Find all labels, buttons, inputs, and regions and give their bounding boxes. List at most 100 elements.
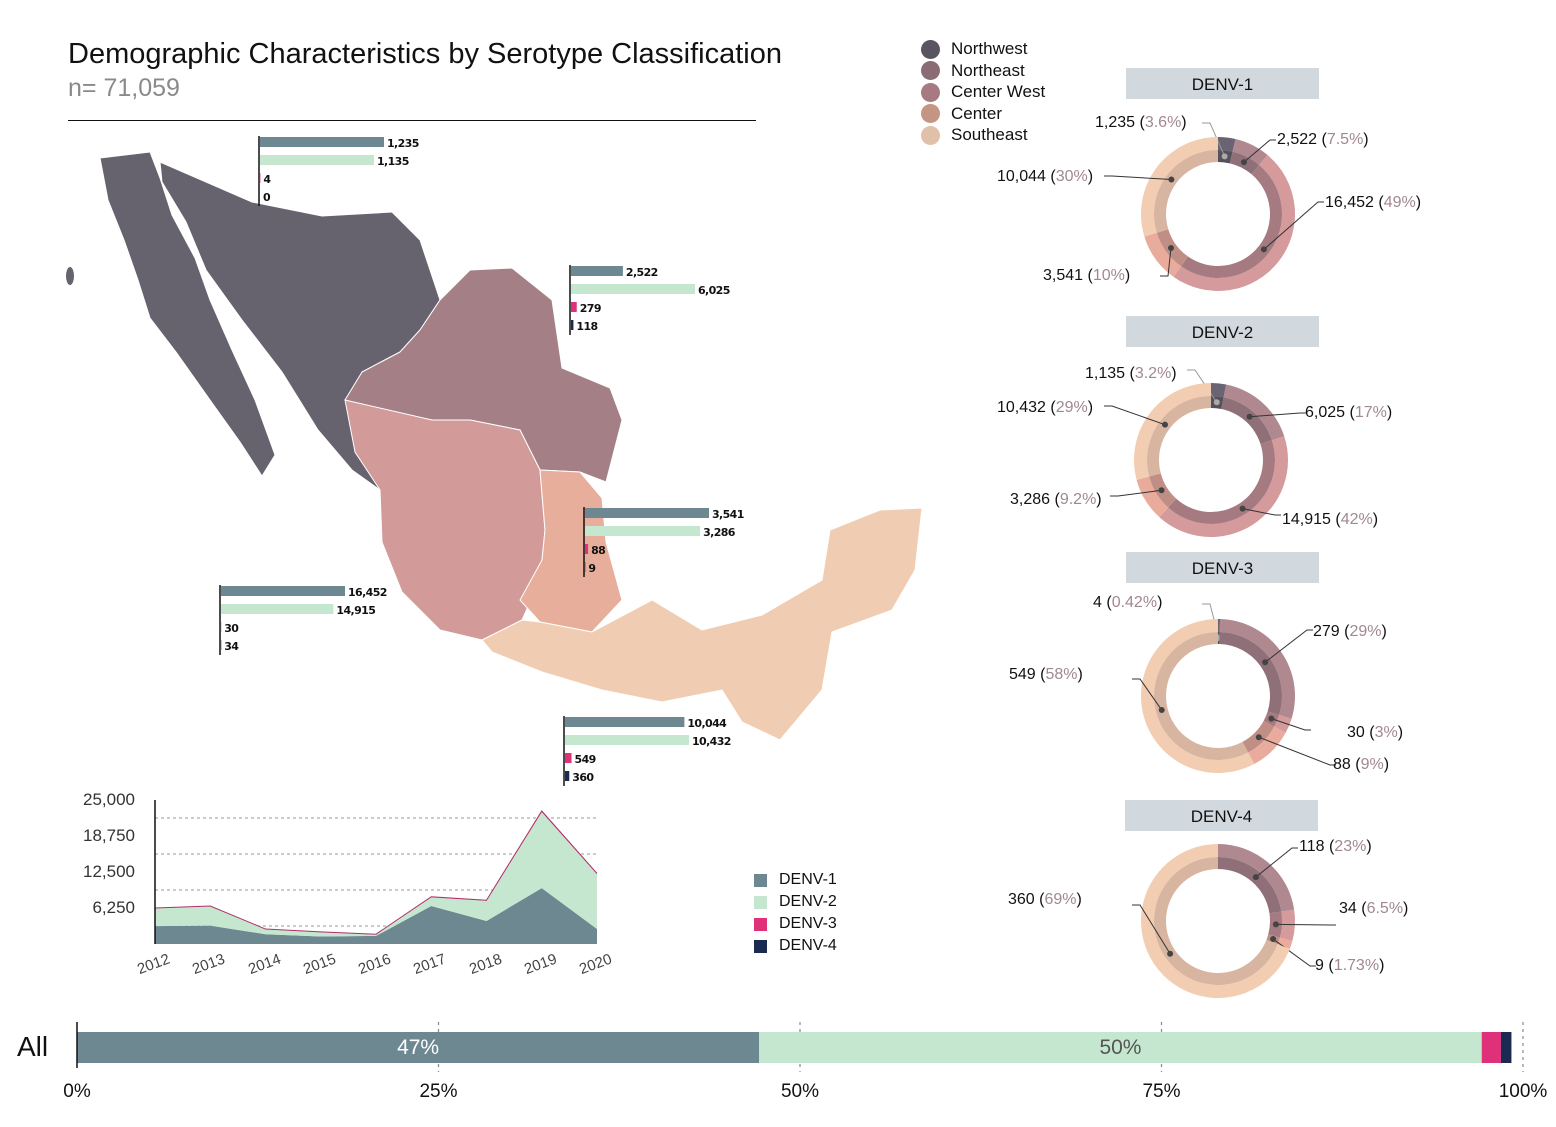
- region-bar: [585, 508, 709, 518]
- all-bar-denv-3: [1481, 1032, 1501, 1063]
- slice-percent: 9%: [1360, 756, 1384, 773]
- mexico-map: [66, 151, 923, 741]
- slice-percent: 49%: [1383, 194, 1416, 211]
- donut-slice-inner: [1168, 440, 1275, 524]
- donut-label: 2,522 (7.5%): [1277, 131, 1369, 148]
- region-bar: [585, 526, 701, 536]
- legend-swatch: [921, 104, 940, 123]
- leader-line: [1110, 489, 1162, 497]
- donut-slice-inner: [1154, 150, 1218, 233]
- all-bar-denv-4: [1500, 1032, 1512, 1063]
- donut-label: 10,432 (29%): [997, 399, 1094, 416]
- legend-swatch: [754, 939, 767, 953]
- slice-value: 3,286: [1010, 491, 1051, 508]
- slice-percent: 23%: [1334, 838, 1367, 855]
- legend-swatch: [754, 917, 767, 931]
- title-divider: [68, 120, 756, 121]
- legend-label: Center West: [951, 82, 1046, 101]
- legend-label: Northwest: [951, 39, 1028, 58]
- donut-label: 34 (6.5%): [1339, 900, 1409, 917]
- donut-label: 360 (69%): [1008, 891, 1082, 908]
- legend-swatch: [921, 61, 940, 80]
- legend-item-southeast: Southeast: [921, 125, 1028, 145]
- leader-line: [1249, 412, 1306, 418]
- donut-slice-outer: [1140, 619, 1255, 774]
- slice-dot: [1246, 413, 1253, 420]
- donut-label: 30 (3%): [1347, 724, 1404, 741]
- legend-item-denv-4: DENV-4: [754, 937, 837, 955]
- donut-slice-outer: [1136, 476, 1169, 518]
- donut-slice-outer: [1218, 619, 1221, 633]
- donut-slice-outer: [1274, 714, 1292, 733]
- slice-percent: 7.5%: [1326, 131, 1364, 148]
- slice-percent: 17%: [1354, 404, 1387, 421]
- legend-label: Center: [951, 103, 1003, 123]
- leader-line: [1132, 678, 1163, 711]
- legend-item-denv-1: DENV-1: [754, 871, 837, 889]
- slice-percent: 6.5%: [1366, 900, 1404, 917]
- region-bar: [260, 137, 384, 147]
- slice-value: 360: [1008, 891, 1035, 908]
- donut-slice-inner: [1147, 396, 1211, 477]
- slice-percent: 30%: [1055, 168, 1088, 185]
- region-bar: [571, 320, 574, 330]
- map-region-northwest: [99, 151, 276, 477]
- legend-label: DENV-3: [779, 915, 837, 932]
- region-bar-label: 30: [224, 622, 239, 635]
- slice-dot: [1167, 244, 1174, 251]
- region-bar: [221, 604, 334, 614]
- donut-slice-outer: [1218, 137, 1236, 152]
- region-bar: [565, 771, 570, 781]
- slice-percent: 58%: [1045, 666, 1078, 683]
- slice-dot: [1158, 487, 1165, 494]
- donut-slice-outer: [1218, 844, 1295, 912]
- donut-slice-inner: [1181, 164, 1282, 278]
- region-bar: [260, 155, 374, 165]
- slice-value: 2,522: [1277, 131, 1318, 148]
- region-bar-label: 1,235: [387, 137, 419, 150]
- donut-title-denv-4: DENV-4: [1125, 800, 1318, 831]
- donut-title-denv-3: DENV-3: [1126, 552, 1319, 583]
- legend-swatch: [921, 125, 940, 145]
- slice-dot: [1221, 153, 1228, 160]
- sample-size: n= 71,059: [68, 74, 180, 102]
- donut-slice-outer: [1211, 383, 1227, 398]
- donut-slice-outer: [1232, 139, 1268, 165]
- slice-value: 10,044: [997, 168, 1046, 185]
- region-bar-label: 3,286: [703, 526, 736, 539]
- region-bar-label: 3,541: [712, 508, 744, 521]
- donut-label: 4 (0.42%): [1093, 594, 1163, 611]
- slice-percent: 10%: [1092, 267, 1125, 284]
- slice-percent: 3.6%: [1144, 114, 1182, 131]
- slice-percent: 0.42%: [1111, 594, 1158, 611]
- all-bar-category: All: [17, 1031, 49, 1062]
- region-bar: [565, 717, 685, 727]
- slice-percent: 1.73%: [1333, 957, 1380, 974]
- legend-label: DENV-1: [779, 871, 837, 888]
- slice-dot: [1168, 176, 1175, 183]
- region-bar: [565, 753, 572, 763]
- legend-item-center: Center: [921, 104, 1002, 124]
- leader-line: [1104, 175, 1172, 180]
- slice-value: 14,915: [1282, 511, 1331, 528]
- map-region-southeast: [481, 507, 923, 741]
- donut-slice-outer: [1133, 382, 1211, 480]
- slice-percent: 3%: [1374, 724, 1398, 741]
- donut-label: 9 (1.73%): [1315, 957, 1385, 974]
- donut-slice-outer: [1277, 937, 1293, 949]
- donut-label: 549 (58%): [1009, 666, 1083, 683]
- region-bar-label: 1,135: [377, 155, 409, 168]
- legend-item-denv-3: DENV-3: [754, 915, 837, 933]
- legend-item-northeast: Northeast: [921, 61, 1025, 81]
- leader-line: [1275, 923, 1336, 926]
- slice-dot: [1262, 659, 1269, 666]
- donut-slice-outer: [1173, 155, 1296, 292]
- slice-value: 16,452: [1325, 194, 1374, 211]
- slice-value: 9: [1315, 957, 1324, 974]
- slice-value: 30: [1347, 724, 1365, 741]
- legend-item-center-west: Center West: [921, 82, 1045, 102]
- donut-label: 1,135 (3.2%): [1085, 365, 1177, 382]
- slice-value: 1,235: [1095, 114, 1136, 131]
- slice-value: 10,432: [997, 399, 1046, 416]
- legend-label: Northeast: [951, 60, 1025, 80]
